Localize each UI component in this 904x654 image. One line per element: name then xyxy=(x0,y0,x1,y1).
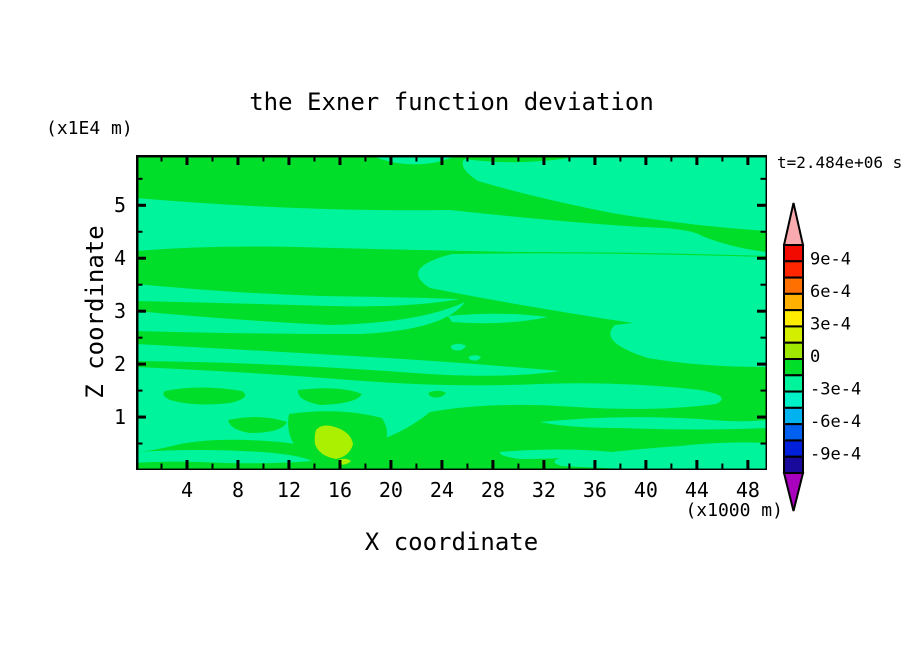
colorbar-segment xyxy=(784,375,803,391)
y-tick-label: 5 xyxy=(92,193,126,217)
x-axis-title: X coordinate xyxy=(136,528,767,556)
colorbar-segment xyxy=(784,408,803,424)
colorbar-label: -6e-4 xyxy=(810,412,861,432)
x-tick-label: 8 xyxy=(216,478,260,502)
colorbar-segment xyxy=(784,294,803,310)
colorbar-label: 9e-4 xyxy=(810,249,851,269)
time-stamp-label: t=2.484e+06 s xyxy=(777,153,902,172)
x-tick-label: 48 xyxy=(726,478,770,502)
colorbar-top-arrow xyxy=(784,203,803,245)
x-tick-label: 40 xyxy=(624,478,668,502)
x-tick-label: 4 xyxy=(165,478,209,502)
colorbar-segment xyxy=(784,343,803,359)
contour-plot-area xyxy=(136,155,767,470)
x-axis-unit-label: (x1000 m) xyxy=(600,500,783,521)
colorbar-bottom-arrow xyxy=(784,473,803,511)
chart-title: the Exner function deviation xyxy=(136,88,767,116)
colorbar-label: 0 xyxy=(810,347,820,367)
x-tick-label: 24 xyxy=(420,478,464,502)
x-tick-label: 12 xyxy=(267,478,311,502)
colorbar-segment xyxy=(784,245,803,261)
colorbar-label: -3e-4 xyxy=(810,380,861,400)
x-tick-label: 20 xyxy=(369,478,413,502)
colorbar-segment xyxy=(784,424,803,440)
colorbar-segment xyxy=(784,392,803,408)
x-tick-label: 16 xyxy=(318,478,362,502)
colorbar-segment xyxy=(784,310,803,326)
colorbar-label: 3e-4 xyxy=(810,314,851,334)
y-axis-title: Z coordinate xyxy=(81,225,109,398)
y-axis-unit-label: (x1E4 m) xyxy=(46,118,133,139)
x-tick-label: 36 xyxy=(573,478,617,502)
x-tick-label: 32 xyxy=(522,478,566,502)
colorbar-segment xyxy=(784,326,803,342)
colorbar-segment xyxy=(784,440,803,456)
colorbar-segment xyxy=(784,261,803,277)
colorbar: 9e-4 6e-4 3e-4 0 -3e-4 -6e-4 -9e-4 xyxy=(770,195,904,525)
figure-canvas: the Exner function deviation (x1E4 m) t=… xyxy=(0,0,904,654)
y-tick-label: 1 xyxy=(92,405,126,429)
colorbar-segment xyxy=(784,457,803,473)
colorbar-segment xyxy=(784,359,803,375)
colorbar-segment xyxy=(784,278,803,294)
x-tick-label: 28 xyxy=(471,478,515,502)
x-tick-label: 44 xyxy=(675,478,719,502)
colorbar-label: 6e-4 xyxy=(810,282,851,302)
colorbar-label: -9e-4 xyxy=(810,445,861,465)
